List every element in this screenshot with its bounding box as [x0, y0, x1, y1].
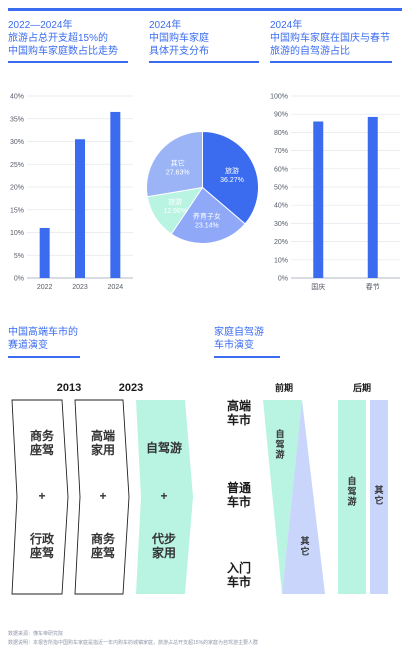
late-self-drive-label: 自驾游 [347, 475, 356, 507]
evolution-diagram: 2013 2023 商务座驾 + 行政座驾 高端家用 + 商务座驾 自驾游 + … [11, 382, 193, 595]
early-self-drive-shape [263, 400, 302, 594]
bar [367, 116, 378, 279]
col-2023-plus: + [99, 489, 106, 503]
bar [39, 227, 50, 278]
travel-share-title-underline [8, 61, 128, 63]
year-2023: 2023 [119, 382, 143, 394]
pie-slice-label: 养育子女 [193, 212, 221, 221]
family-title: 家庭自驾游 车市演变 [214, 327, 264, 351]
phase-late: 后期 [353, 382, 371, 393]
x-tick-label: 2022 [37, 284, 53, 291]
footer-note: 数据说明：本报告所指中国购车家庭是指近一年内购车的城镇家庭，旅游占总开支超15%… [8, 640, 259, 646]
pie-slice-value: 23.14% [195, 223, 219, 230]
late-other-shape [370, 400, 388, 594]
evolution-title: 中国高端车市的 赛道演变 [8, 327, 78, 351]
family-title-underline [214, 356, 280, 358]
phase-early: 前期 [275, 382, 293, 393]
market-high: 高端车市 [227, 398, 251, 427]
col-now-plus: + [160, 489, 167, 503]
footer-source: 数据来源：懂车帝研究院 [8, 631, 64, 637]
spending-title-underline [149, 61, 259, 63]
y-tick-label: 5% [14, 253, 24, 260]
travel-share-title: 2022—2024年 旅游占总开支超15%的 中国购车家庭数占比走势 [8, 20, 118, 57]
market-entry: 入门车市 [227, 560, 251, 589]
spending-title: 2024年 中国购车家庭 具体开支分布 [149, 20, 209, 57]
y-tick-label: 35% [10, 116, 24, 123]
x-tick-label: 2024 [108, 284, 124, 291]
holiday-title-underline [270, 61, 392, 63]
bar [110, 111, 121, 278]
y-tick-label: 15% [10, 207, 24, 214]
spending-pie-chart: 旅游 36.27% 养育子女 23.14% 旅游 12.96% 其它 27.63% [146, 130, 259, 244]
pie-slice-label: 旅游 [168, 197, 182, 206]
holiday-bar-chart: 0% 10% 20% 30% 40% 50% 60% 70% 80% 90% 100% 国庆 春节 [270, 94, 400, 291]
pie-slice-value: 27.63% [166, 170, 190, 177]
col-2023-top: 高端家用 [91, 428, 115, 457]
y-tick-label: 40% [10, 94, 24, 101]
pie-slice-value: 36.27% [220, 177, 244, 184]
y-tick-label: 10% [274, 257, 288, 264]
year-2013: 2013 [57, 382, 81, 394]
early-self-drive-label: 自驾游 [275, 428, 284, 460]
pie-slice-value: 12.96% [163, 208, 187, 215]
y-tick-label: 90% [274, 112, 288, 119]
pie-slice-label: 其它 [171, 159, 185, 168]
pie-slice [146, 130, 203, 198]
travel-share-bar-chart: 0% 5% 10% 15% 20% 25% 30% 35% 40% 2022 2023 2024 [10, 94, 133, 291]
y-tick-label: 40% [274, 203, 288, 210]
y-tick-label: 20% [10, 185, 24, 192]
col-now-top: 自驾游 [146, 440, 182, 455]
pie-slice [170, 186, 246, 244]
x-tick-label: 国庆 [311, 282, 325, 291]
column-now-shape [136, 400, 193, 594]
y-tick-label: 0% [278, 276, 288, 283]
y-tick-label: 10% [10, 230, 24, 237]
y-tick-label: 30% [274, 221, 288, 228]
y-tick-label: 70% [274, 148, 288, 155]
y-tick-label: 20% [274, 239, 288, 246]
column-2023-shape [74, 399, 130, 595]
late-self-drive-shape [338, 400, 366, 594]
early-other-label: 其它 [300, 535, 309, 556]
col-2013-plus: + [38, 489, 45, 503]
pie-slice [202, 130, 259, 225]
pie-slice-label: 旅游 [225, 166, 239, 175]
late-other-label: 其它 [374, 484, 383, 505]
evolution-title-underline [8, 356, 80, 358]
y-tick-label: 0% [14, 276, 24, 283]
y-tick-label: 30% [10, 139, 24, 146]
y-tick-label: 25% [10, 162, 24, 169]
early-other-shape [282, 400, 325, 594]
y-tick-label: 80% [274, 130, 288, 137]
y-tick-label: 50% [274, 185, 288, 192]
col-2013-top: 商务座驾 [29, 428, 55, 457]
market-mid: 普通车市 [227, 480, 251, 509]
y-tick-label: 60% [274, 166, 288, 173]
holiday-title: 2024年 中国购车家庭在国庆与春节 旅游的自驾游占比 [270, 20, 390, 57]
col-2013-bottom: 行政座驾 [29, 531, 55, 560]
column-2013-shape [11, 399, 69, 595]
col-now-bottom: 代步家用 [151, 531, 176, 560]
x-tick-label: 春节 [366, 282, 380, 291]
y-tick-label: 100% [270, 94, 288, 101]
col-2023-bottom: 商务座驾 [90, 531, 116, 560]
x-tick-label: 2023 [72, 284, 88, 291]
bar [313, 121, 324, 278]
top-accent-bar [8, 8, 402, 11]
family-market-diagram: 前期 后期 高端车市 普通车市 入门车市 自驾游 其它 自驾游 其它 [227, 382, 388, 594]
bar [75, 139, 85, 278]
